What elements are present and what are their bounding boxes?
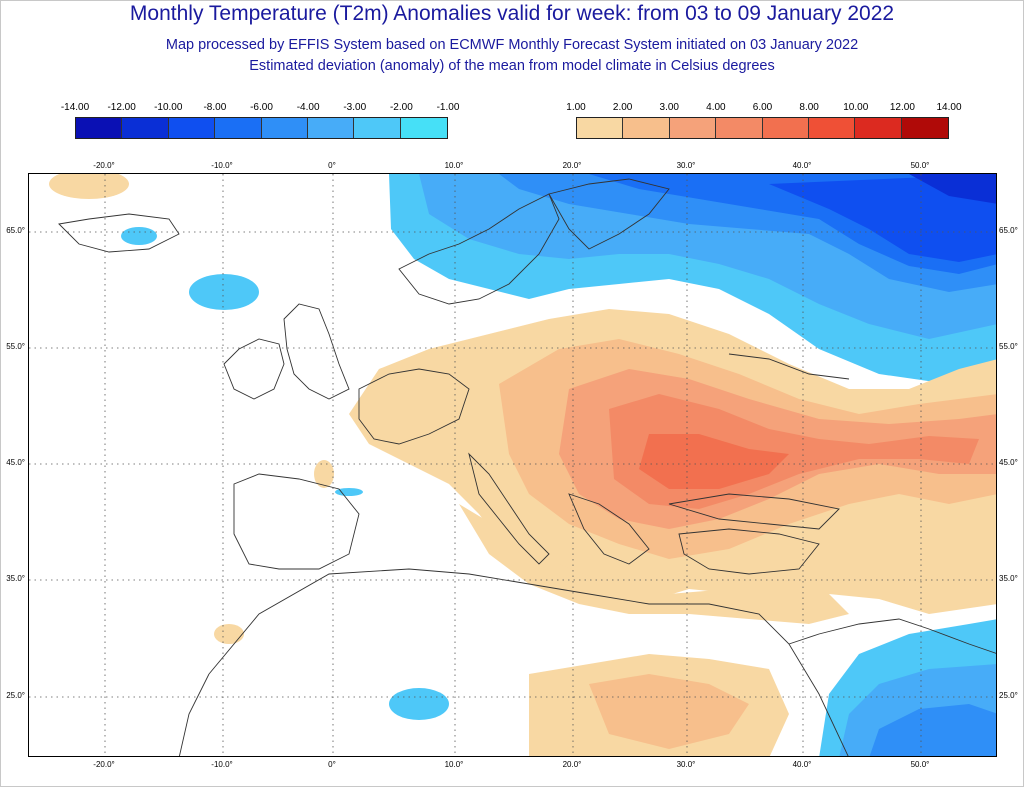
legend-cold-labels: -14.00 -12.00 -10.00 -8.00 -6.00 -4.00 -3.00 -2… bbox=[61, 102, 460, 114]
legend_warm-swatch-0 bbox=[577, 118, 624, 138]
legend_cold-swatch-1 bbox=[122, 118, 169, 138]
cold-spot-biscay bbox=[335, 488, 363, 496]
legend_cold-label-4: -6.00 bbox=[250, 102, 273, 113]
legend_warm-label-7: 12.00 bbox=[889, 102, 915, 113]
lon-label-bottom: 40.0° bbox=[792, 760, 812, 769]
legend_warm-label-3: 4.00 bbox=[706, 102, 726, 113]
cold-spot-atlantic bbox=[189, 274, 259, 310]
lon-label-bottom: 10.0° bbox=[444, 760, 464, 769]
legend_cold-swatch-3 bbox=[215, 118, 262, 138]
legend_warm-label-5: 8.00 bbox=[799, 102, 819, 113]
cold-spot-sahara bbox=[389, 688, 449, 720]
warm-anomaly-mediterranean bbox=[459, 504, 849, 624]
map-description: Estimated deviation (anomaly) of the mea… bbox=[249, 58, 775, 74]
legend_warm-label-4: 6.00 bbox=[752, 102, 773, 113]
lat-label-right: 35.0° bbox=[999, 574, 1018, 583]
legend_warm-label-8: 14.00 bbox=[936, 102, 962, 113]
warm-spot-atlantic bbox=[49, 174, 129, 199]
cold-spot-iceland bbox=[121, 227, 157, 245]
lon-label-bottom: 20.0° bbox=[562, 760, 582, 769]
legend_warm-swatch-5 bbox=[808, 118, 856, 138]
legend_warm-label-2: 3.00 bbox=[659, 102, 679, 113]
legend_cold-label-7: -2.00 bbox=[389, 102, 413, 113]
map-subtitle: Map processed by EFFIS System based on E… bbox=[165, 37, 859, 53]
legend_cold-label-1: -12.00 bbox=[107, 102, 136, 113]
warm-spot-morocco bbox=[214, 624, 244, 644]
lat-label-right: 55.0° bbox=[999, 342, 1018, 351]
lon-label-top: 30.0° bbox=[676, 161, 696, 170]
legend_warm-swatch-1 bbox=[623, 118, 670, 138]
legend-cold: -14.00 -12.00 -10.00 -8.00 -6.00 -4.00 -3.00 -2… bbox=[61, 102, 460, 139]
graticule bbox=[29, 174, 996, 756]
cold-anomaly-north-6 bbox=[909, 174, 996, 204]
warm-spot-biscay bbox=[364, 419, 414, 439]
legend_warm-swatch-4 bbox=[762, 118, 809, 138]
legend_warm-swatch-3 bbox=[716, 118, 763, 138]
lon-label-bottom: 50.0° bbox=[910, 760, 930, 769]
legend_warm-swatch-7 bbox=[901, 118, 948, 138]
warm-anomaly-north-africa-2 bbox=[589, 674, 749, 749]
legend_cold-label-3: -8.00 bbox=[203, 102, 227, 113]
anomaly-map-svg bbox=[29, 174, 996, 756]
legend-warm-bar bbox=[576, 117, 949, 139]
lon-label-top: -10.0° bbox=[211, 161, 233, 170]
legend_cold-swatch-4 bbox=[261, 118, 308, 138]
legend-warm: 1.00 2.00 3.00 4.00 6.00 8.00 10.00 12.00 14.00 bbox=[566, 102, 962, 139]
lat-label-right: 25.0° bbox=[999, 691, 1018, 700]
warm-spot-iberia bbox=[314, 460, 334, 488]
legend_warm-swatch-6 bbox=[855, 118, 902, 138]
lon-label-top: -20.0° bbox=[93, 161, 115, 170]
cold-anomaly-north-5 bbox=[769, 174, 996, 262]
legend-warm-labels: 1.00 2.00 3.00 4.00 6.00 8.00 10.00 12.00 14.00 bbox=[566, 102, 961, 114]
legend_cold-label-6: -3.00 bbox=[343, 102, 367, 113]
lon-label-bottom: 0° bbox=[328, 760, 336, 769]
lat-label-left: 45.0° bbox=[6, 458, 25, 467]
legend_cold-swatch-5 bbox=[307, 118, 355, 138]
legend_warm-swatch-2 bbox=[669, 118, 717, 138]
lon-label-top: 0° bbox=[328, 161, 336, 170]
lon-label-top: 20.0° bbox=[562, 161, 582, 170]
legend_cold-swatch-0 bbox=[76, 118, 123, 138]
warm-anomaly-europe-5 bbox=[639, 434, 789, 489]
map-title: Monthly Temperature (T2m) Anomalies vali… bbox=[129, 2, 895, 25]
lon-label-top: 50.0° bbox=[910, 161, 930, 170]
lon-label-bottom: -20.0° bbox=[93, 760, 115, 769]
legend_cold-label-2: -10.00 bbox=[154, 102, 183, 113]
legend_warm-label-6: 10.00 bbox=[843, 102, 869, 113]
lat-label-left: 25.0° bbox=[6, 691, 25, 700]
lon-label-bottom: 30.0° bbox=[676, 760, 696, 769]
cold-anomaly-arabia-3 bbox=[869, 704, 996, 756]
legend_cold-swatch-2 bbox=[168, 118, 216, 138]
legend_cold-label-0: -14.00 bbox=[60, 102, 90, 113]
legend_warm-label-0: 1.00 bbox=[566, 102, 586, 113]
lat-label-right: 65.0° bbox=[999, 226, 1018, 235]
legend_cold-swatch-6 bbox=[354, 118, 401, 138]
legend_cold-label-8: -1.00 bbox=[436, 102, 460, 113]
lat-label-left: 55.0° bbox=[6, 342, 25, 351]
lat-label-left: 65.0° bbox=[6, 226, 25, 235]
lon-label-bottom: -10.0° bbox=[211, 760, 233, 769]
legend-cold-bar bbox=[75, 117, 448, 139]
coastlines bbox=[58, 178, 996, 756]
lat-label-left: 35.0° bbox=[6, 574, 25, 583]
legend_cold-label-5: -4.00 bbox=[296, 102, 320, 113]
lat-label-right: 45.0° bbox=[999, 458, 1018, 467]
legend_warm-label-1: 2.00 bbox=[612, 102, 633, 113]
legend_cold-swatch-7 bbox=[400, 118, 447, 138]
lon-label-top: 10.0° bbox=[444, 161, 464, 170]
lon-label-top: 40.0° bbox=[792, 161, 812, 170]
anomaly-map bbox=[28, 173, 997, 757]
